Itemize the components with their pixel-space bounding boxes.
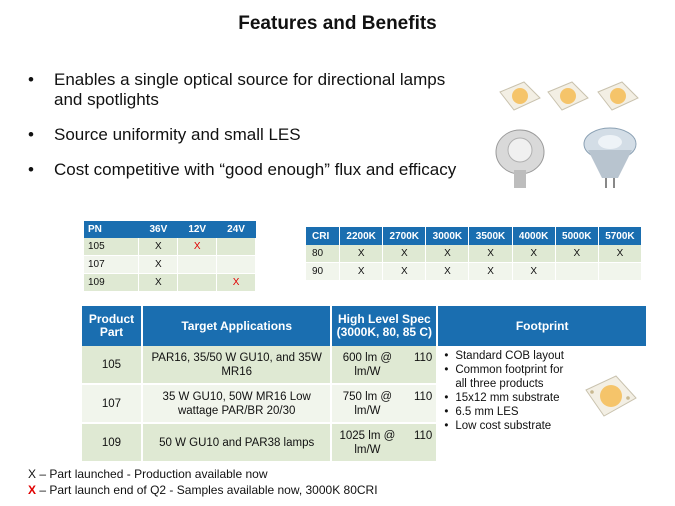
- column-header: CRI: [306, 227, 341, 245]
- table-row: 105 X X: [84, 238, 256, 256]
- column-header: 2200K: [339, 227, 384, 245]
- application-cell: 50 W GU10 and PAR38 lamps: [141, 423, 333, 463]
- table-cell: X: [339, 262, 384, 281]
- bullet-text: Enables a single optical source for dire…: [54, 70, 446, 109]
- column-header: 24V: [216, 221, 256, 238]
- footprint-item: 6.5 mm LES: [444, 405, 573, 419]
- spec-flux: 750 lm @ lm/W: [342, 390, 393, 417]
- table-cell: [555, 262, 599, 281]
- table-cell: X: [216, 273, 256, 292]
- gu10-lamp-icon: [495, 129, 545, 188]
- table-row: 105 PAR16, 35/50 W GU10, and 35W MR16 60…: [82, 346, 647, 463]
- table-row: 80 X X X X X X X: [306, 245, 643, 263]
- table-cell: X: [382, 262, 427, 281]
- application-cell: PAR16, 35/50 W GU10, and 35W MR16: [141, 346, 333, 385]
- table-cell: 107: [84, 255, 140, 274]
- column-header: 36V: [138, 221, 178, 238]
- spec-cell: 750 lm @ lm/W 110: [331, 384, 439, 424]
- application-cell: 35 W GU10, 50W MR16 Low wattage PAR/BR 2…: [141, 384, 333, 424]
- legend-launched: X – Part launched - Production available…: [28, 466, 378, 482]
- table-cell: [598, 262, 643, 281]
- table-cell: X: [425, 245, 470, 263]
- spec-efficacy: 110: [413, 429, 433, 442]
- table-cell: X: [138, 255, 179, 274]
- bullet-item: • Cost competitive with “good enough” flu…: [28, 160, 457, 179]
- bullet-list: • Enables a single optical source for dir…: [28, 70, 468, 195]
- table-row: 109 50 W GU10 and PAR38 lamps 1025 lm @ …: [82, 423, 646, 463]
- legend-x-red: X: [28, 483, 37, 497]
- column-header: 4000K: [512, 227, 556, 245]
- column-header: Footprint: [437, 306, 646, 346]
- table-cell: X: [555, 245, 599, 263]
- led-product-images: [495, 81, 639, 188]
- bullet-text: Source uniformity and small LES: [54, 125, 301, 144]
- page-title: Features and Benefits: [238, 13, 437, 34]
- table-row: 90 X X X X X: [306, 262, 643, 281]
- footprint-list: Standard COB layout Common footprint for…: [442, 349, 641, 433]
- table-row: 109 X X: [84, 273, 256, 292]
- spec-efficacy: 110: [413, 390, 433, 403]
- legend-sampling: X – Part launch end of Q2 - Samples avai…: [28, 482, 378, 498]
- table-cell: X: [468, 262, 513, 281]
- footprint-item: Low cost substrate: [444, 419, 573, 433]
- spec-efficacy: 110: [413, 351, 433, 364]
- legend-text: – Part launch end of Q2 - Samples availa…: [36, 483, 378, 497]
- table-cell: X: [512, 262, 556, 281]
- footprint-cell: Standard COB layout Common footprint for…: [437, 346, 647, 463]
- spec-cell: 600 lm @ lm/W 110: [331, 346, 439, 385]
- spec-flux: 1025 lm @ lm/W: [339, 429, 396, 456]
- table-cell: X: [138, 273, 179, 292]
- cob-led-chip-icon: [597, 81, 639, 111]
- bullet-text: Cost competitive with “good enough” flux…: [54, 160, 457, 179]
- footprint-item: 15x12 mm substrate: [444, 391, 573, 405]
- part-cell: 107: [82, 384, 143, 424]
- table-cell: [177, 273, 218, 292]
- cob-footprint-icon: [585, 375, 638, 417]
- footprint-item: Common footprint for all three products: [444, 363, 573, 391]
- spec-flux: 600 lm @ lm/W: [342, 351, 393, 378]
- column-header: 12V: [177, 221, 217, 238]
- table-cell: [216, 255, 256, 274]
- column-header: Product Part: [82, 306, 143, 346]
- table-cell: X: [382, 245, 427, 263]
- table-cell: 109: [84, 273, 140, 292]
- bullet-item: • Enables a single optical source for dir…: [28, 70, 446, 109]
- product-spec-table: Product Part Target Applications High Le…: [82, 306, 647, 463]
- cob-led-chip-icon: [499, 81, 541, 111]
- column-header: 5000K: [555, 227, 599, 245]
- column-header: Target Applications: [141, 306, 333, 346]
- cob-led-chip-icon: [547, 81, 589, 111]
- table-cell: X: [339, 245, 384, 263]
- table-cell: X: [512, 245, 556, 263]
- table-row: 107 X: [84, 255, 256, 274]
- table-cell: 90: [306, 262, 341, 281]
- part-cell: 109: [82, 423, 143, 463]
- bullet-item: • Source uniformity and small LES: [28, 125, 301, 144]
- mr16-lamp-icon: [583, 127, 637, 188]
- table-cell: 80: [306, 245, 341, 263]
- table-cell: X: [468, 245, 513, 263]
- pn-voltage-table: PN 36V 12V 24V 105 X X 107 X 109 X X: [84, 221, 256, 292]
- legend-text: – Part launched - Production available n…: [36, 467, 268, 481]
- column-header: High Level Spec (3000K, 80, 85 C): [331, 306, 439, 346]
- column-header: PN: [84, 221, 139, 238]
- legend-x-black: X: [28, 467, 37, 481]
- spec-cell: 1025 lm @ lm/W 110: [331, 423, 439, 463]
- table-cell: [216, 238, 256, 256]
- table-cell: X: [425, 262, 470, 281]
- column-header: 3000K: [425, 227, 470, 245]
- table-row: 107 35 W GU10, 50W MR16 Low wattage PAR/…: [82, 384, 646, 424]
- column-header: 2700K: [382, 227, 427, 245]
- cri-cct-table: CRI 2200K 2700K 3000K 3500K 4000K 5000K …: [306, 227, 643, 281]
- part-cell: 105: [82, 346, 143, 385]
- column-header: 3500K: [468, 227, 513, 245]
- table-cell: [177, 255, 218, 274]
- legend: X – Part launched - Production available…: [28, 466, 378, 498]
- column-header: 5700K: [598, 227, 643, 245]
- table-cell: X: [138, 238, 179, 256]
- table-cell: 105: [84, 238, 140, 256]
- table-cell: X: [177, 238, 218, 256]
- table-cell: X: [598, 245, 643, 263]
- footprint-item: Standard COB layout: [444, 349, 573, 363]
